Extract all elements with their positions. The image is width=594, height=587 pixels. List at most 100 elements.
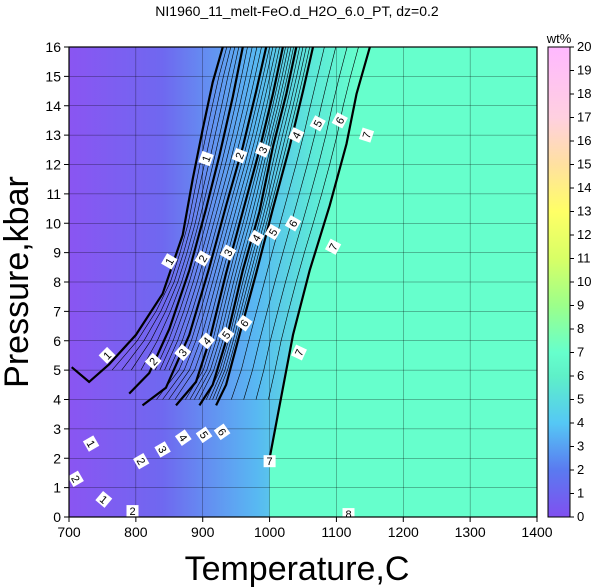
x-tick-label: 1100 bbox=[321, 524, 351, 540]
contour-label-text: 7 bbox=[327, 242, 340, 253]
contour-label-text: 6 bbox=[287, 218, 300, 229]
contour-label: 1 bbox=[82, 435, 100, 452]
contour-label: 1 bbox=[161, 253, 178, 270]
minor-contour bbox=[162, 47, 274, 400]
contour-level-6 bbox=[215, 47, 315, 406]
contour-label: 6 bbox=[331, 112, 348, 129]
contour-label-text: 3 bbox=[222, 247, 235, 258]
y-tick-label: 16 bbox=[45, 39, 61, 55]
contour-label: 6 bbox=[235, 314, 253, 332]
y-tick-label: 8 bbox=[53, 274, 61, 290]
contour-label: 3 bbox=[254, 141, 271, 158]
contour-label-bg bbox=[69, 470, 84, 487]
x-axis-title: Temperature,C bbox=[185, 550, 410, 587]
contour-label-text: 8 bbox=[345, 509, 351, 521]
colorbar-tick-label: 6 bbox=[577, 368, 584, 383]
contour-label-text: 7 bbox=[361, 131, 374, 141]
minor-contour bbox=[164, 47, 258, 371]
contour-label: 3 bbox=[174, 344, 192, 361]
contour-label: 7 bbox=[324, 238, 342, 255]
contour-label: 3 bbox=[219, 244, 237, 261]
colorbar-tick-label: 5 bbox=[577, 392, 584, 407]
contour-label-bg bbox=[263, 455, 276, 468]
y-tick-label: 3 bbox=[53, 421, 61, 437]
contour-label-text: 5 bbox=[312, 118, 325, 129]
contour-label-text: 1 bbox=[200, 154, 213, 164]
contour-label-text: 1 bbox=[84, 438, 97, 449]
contour-label: 7 bbox=[263, 455, 276, 468]
colorbar-tick-label: 11 bbox=[577, 251, 591, 266]
minor-contour bbox=[198, 47, 294, 400]
y-axis-title: Pressure,kbar bbox=[0, 176, 36, 388]
contour-label-bg bbox=[342, 508, 355, 517]
minor-contour bbox=[231, 47, 325, 400]
contour-label: 7 bbox=[291, 344, 307, 361]
x-tick-label: 1000 bbox=[254, 524, 285, 540]
contour-label-bg bbox=[231, 147, 248, 164]
grid-lines bbox=[69, 47, 537, 517]
colorbar-tick-label: 4 bbox=[577, 415, 584, 430]
minor-contour bbox=[156, 47, 270, 400]
minor-contour bbox=[140, 47, 240, 371]
contour-label-text: 7 bbox=[293, 348, 306, 359]
contour-label-text: 4 bbox=[176, 432, 189, 444]
contour-label: 2 bbox=[133, 453, 150, 470]
colorbar-tick-label: 9 bbox=[577, 298, 584, 313]
contour-label: 5 bbox=[309, 115, 326, 132]
contour-label-bg bbox=[235, 314, 253, 332]
contour-label-text: 5 bbox=[267, 227, 280, 238]
contour-label: 5 bbox=[264, 223, 282, 241]
contour-label: 1 bbox=[95, 490, 113, 508]
contour-label: 5 bbox=[217, 326, 235, 344]
contour-label-bg bbox=[198, 332, 216, 350]
x-axis: 700 800 900 1000 1100 1200 1300 1400 bbox=[57, 517, 553, 540]
contour-label-text: 2 bbox=[134, 456, 147, 467]
contour-label-bg bbox=[219, 244, 237, 261]
contour-label: 7 bbox=[358, 127, 374, 143]
contour-label-bg bbox=[254, 141, 271, 158]
colorbar-tick-label: 10 bbox=[577, 274, 591, 289]
contour-label-text: 2 bbox=[68, 474, 81, 485]
minor-contour bbox=[215, 47, 310, 400]
colorbar-tick-label: 14 bbox=[577, 180, 591, 195]
contour-label-text: 7 bbox=[267, 456, 273, 468]
colorbar-gradient bbox=[547, 46, 571, 518]
contour-label: 6 bbox=[213, 423, 231, 441]
contour-label: 2 bbox=[231, 147, 248, 164]
contour-label-bg bbox=[194, 250, 211, 267]
contour-label: 4 bbox=[248, 229, 265, 247]
contour-label: 2 bbox=[194, 250, 211, 267]
contour-label-text: 5 bbox=[197, 429, 210, 441]
contour-label: 2 bbox=[68, 470, 84, 487]
contour-label: 2 bbox=[126, 505, 139, 517]
colorbar-tick-label: 7 bbox=[577, 345, 584, 360]
contour-level-3 bbox=[141, 47, 268, 407]
contour-label-bg bbox=[198, 150, 214, 167]
colorbar-tick-label: 0 bbox=[577, 509, 584, 524]
contour-label: 5 bbox=[195, 426, 213, 444]
y-tick-label: 7 bbox=[53, 303, 61, 319]
chart-title: NI1960_11_melt-FeO.d_H2O_6.0_PT, dz=0.2 bbox=[155, 3, 439, 19]
minor-contour bbox=[168, 47, 262, 371]
colorbar-tick-label: 16 bbox=[577, 133, 591, 148]
contour-label: 3 bbox=[154, 441, 171, 458]
colorbar-label: wt% bbox=[546, 31, 572, 46]
colorbar-tick-label: 17 bbox=[577, 110, 591, 125]
contour-label-text: 3 bbox=[257, 145, 270, 155]
minor-contour bbox=[189, 47, 289, 400]
contour-label-text: 4 bbox=[250, 233, 263, 244]
y-tick-label: 13 bbox=[45, 127, 61, 143]
x-tick-label: 900 bbox=[191, 524, 215, 540]
contour-label-bg bbox=[144, 352, 162, 370]
minor-contour bbox=[159, 47, 253, 371]
contour-label-text: 4 bbox=[290, 130, 303, 141]
minor-contour bbox=[131, 47, 236, 371]
y-tick-label: 14 bbox=[45, 98, 61, 114]
contour-level-7 bbox=[268, 47, 371, 459]
contour-label-bg bbox=[331, 112, 348, 129]
contour-label-bg bbox=[82, 435, 100, 452]
y-tick-label: 6 bbox=[53, 333, 61, 349]
